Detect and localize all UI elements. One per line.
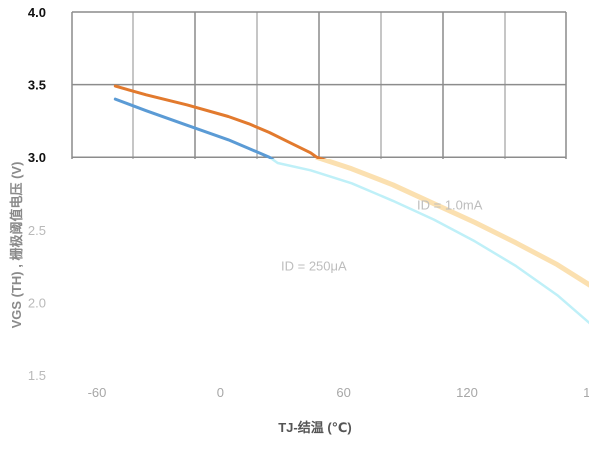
- annotation-id-1ma: ID = 1.0mA: [417, 197, 483, 212]
- x-tick-label: 120: [456, 385, 478, 400]
- y-tick-label: 4.0: [28, 5, 46, 20]
- x-tick-label: 18: [583, 385, 589, 400]
- x-tick-label: -60: [88, 385, 107, 400]
- series-layer: [113, 84, 589, 325]
- y-tick-label: 2.0: [28, 295, 46, 310]
- y-tick-label: 3.0: [28, 150, 46, 165]
- y-tick-label: 3.5: [28, 78, 46, 93]
- y-tick-label: 2.5: [28, 223, 46, 238]
- series-line-2: [113, 97, 275, 159]
- x-tick-label: 60: [336, 385, 350, 400]
- y-tick-label: 1.5: [28, 368, 46, 383]
- tick-labels: 4.0 3.5 3.0 2.5 2.0 1.5 -60 0 60 120 18: [28, 5, 589, 400]
- x-tick-label: 0: [217, 385, 224, 400]
- annotation-id-250ua: ID = 250μA: [281, 258, 347, 273]
- series-line-2-faded: [269, 159, 589, 325]
- series-line-1-faded: [314, 159, 589, 288]
- grid: [71, 11, 567, 159]
- y-axis-title: VGS (TH) , 栅极阈值电压 (V): [9, 162, 24, 329]
- annotations: ID = 1.0mA ID = 250μA: [281, 197, 483, 273]
- x-axis-title: TJ-结温 (℃): [278, 420, 352, 435]
- series-line-1: [113, 84, 327, 159]
